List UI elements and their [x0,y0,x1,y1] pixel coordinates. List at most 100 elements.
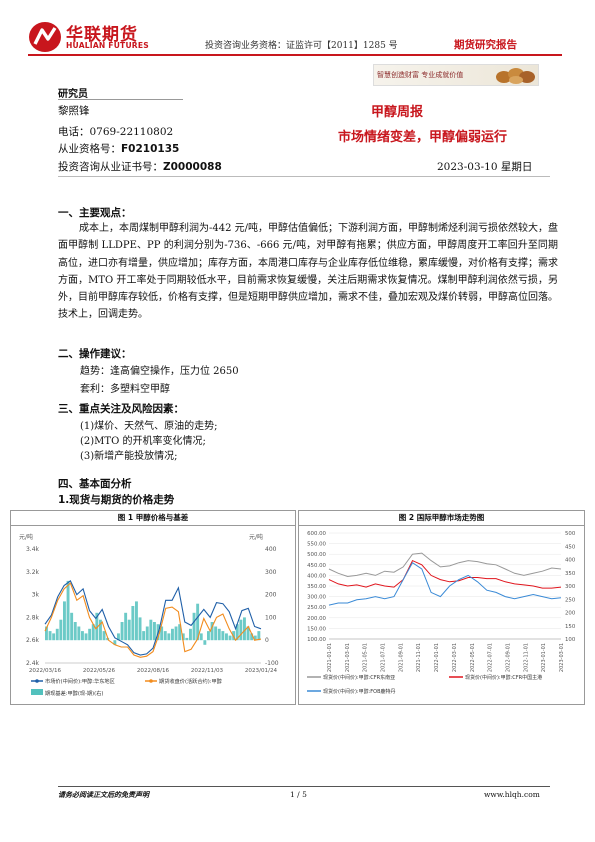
analyst-name: 黎照锋 [58,105,90,117]
y-left-tick-label: 200.00 [307,616,326,622]
figure-2: 图 2 国际甲醇市场走势图 600.00 550.00 500.00 450.00 40… [298,510,585,705]
legend-label-basis: 期现基差:甲醇(现-期)(右) [45,689,103,697]
footer-website[interactable]: www.hlqh.com [484,790,540,799]
basis-bar [84,633,88,641]
basis-bar [225,633,228,641]
y-left-tick-label: 3.4k [26,546,40,553]
basis-bar [199,633,203,641]
y-right-tick-label: 400 [565,558,576,564]
advice-trend: 趋势：逢高偏空操作，压力位 2650 [80,366,239,377]
y-right-tick-label: 0 [265,637,269,644]
basis-bar [185,637,189,641]
y-left-tick-label: 2.4k [26,660,40,667]
cfr-china-line [328,559,562,589]
analyst-qualification: 从业资格号：F0210135 [58,141,179,156]
x-tick-label: 2022-11-01 [523,643,529,672]
basis-bar [99,619,102,641]
y-left-tick-label: 3.2k [26,569,40,576]
basis-bar [91,624,95,641]
basis-bar [196,603,200,641]
methanol-price-basis-chart: 元/吨 元/吨 3.4k 3.2k 3k 2.8k 2.6k 2.4k 400 300 200 100… [19,533,279,697]
basis-bar [217,628,221,641]
section-fundamentals: 四、基本面分析 [58,478,132,490]
basis-bar [243,617,246,641]
y-left-tick-label: 250.00 [307,605,326,611]
y-left-tick-label: 150.00 [307,626,326,632]
y-left-tick-label: 300.00 [307,595,326,601]
slogan-banner: 智慧创造财富 专业成就价值 [373,64,539,86]
y-left-tick-label: 550.00 [307,542,326,548]
x-tick-label: 2021-05-01 [363,643,369,672]
x-tick-label: 2022/08/16 [137,668,170,674]
figure-1-caption: 图 1 甲醇价格与基差 [11,511,295,526]
report-date: 2023-03-10 星期日 [437,161,533,173]
y-right-tick-label: -100 [265,660,279,667]
x-tick-label: 2021-07-01 [381,643,387,672]
basis-bar [235,624,239,641]
basis-bar [181,633,185,641]
y-right-tick-label: 500 [565,531,576,537]
basis-bar [120,622,124,641]
qualification-label: 从业资格号： [58,143,121,155]
basis-bar [77,626,81,641]
basis-bar [149,619,153,641]
basis-bar [52,633,56,641]
spot-price-line [44,580,262,656]
page-header: 华联期货 HUALIAN FUTURES 投资咨询业务资格：证监许可【2011】… [0,0,595,62]
risk-item: (1)煤价、天然气、原油的走势; [80,421,218,432]
figure-2-caption: 图 2 国际甲醇市场走势图 [299,511,584,526]
license-info: 投资咨询业务资格：证监许可【2011】1285 号 [205,41,398,51]
legend-swatch-basis [31,689,43,695]
section-operation-advice: 二、操作建议： [58,348,132,360]
y-left-tick-label: 2.8k [26,614,40,621]
report-type-label: 期货研究报告 [454,39,517,51]
basis-bar [167,633,171,641]
y-right-tick-label: 450 [565,544,576,550]
basis-bar [174,626,178,641]
header-divider [28,54,562,56]
basis-bar [131,606,135,641]
analyst-certificate: 投资咨询从业证书号：Z0000088 [58,159,222,174]
legend-marker-spot [35,679,39,683]
basis-bar [48,631,52,641]
basis-bar [102,631,106,641]
y-right-tick-label: 250 [565,597,576,603]
fob-rotterdam-line [328,561,562,606]
y-left-tick-label: 100.00 [307,637,326,643]
x-tick-label: 2023-01-01 [541,643,547,672]
analyst-divider [58,99,183,100]
basis-bar [246,626,250,641]
x-tick-label: 2021-11-01 [416,643,422,672]
y-right-tick-label: 100 [565,637,576,643]
basis-bar [55,628,59,641]
basis-bar [189,628,192,641]
page-number: 1 / 5 [290,790,307,799]
basis-bar [59,619,63,641]
report-subtitle: 市场情绪变差，甲醇偏弱运行 [338,130,508,145]
basis-bar [45,626,48,641]
basis-bar [66,580,70,641]
basis-bar [203,640,207,645]
y-right-tick-label: 300 [565,584,576,590]
left-axis-unit: 元/吨 [19,533,33,541]
y-left-tick-label: 3k [32,592,40,599]
basis-bar [81,631,84,641]
basis-bar [138,617,142,641]
y-right-tick-label: 100 [265,614,277,621]
x-tick-label: 2022-03-01 [452,643,458,672]
logo-name-en: HUALIAN FUTURES [66,41,149,50]
x-tick-label: 2022/11/03 [191,668,224,674]
basis-bar [70,612,74,641]
basis-bar [145,626,149,641]
figure-1: 图 1 甲醇价格与基差 元/吨 元/吨 3.4k 3.2k 3k 2.8k 2.6k 2.4k… [10,510,296,705]
legend-label-cfr-china: 现货价(中间价):甲醇:CFR中国主港 [465,674,542,681]
footer-divider [58,786,550,787]
y-right-tick-label: 350 [565,571,576,577]
risk-item: (2)MTO 的开机率变化情况; [80,436,206,447]
x-tick-label: 2021-01-01 [327,643,333,672]
y-right-tick-label: 300 [265,569,277,576]
x-tick-label: 2021-03-01 [345,643,351,672]
basis-bar [117,633,120,641]
basis-bar [124,612,128,641]
report-title: 甲醇周报 [371,105,424,120]
